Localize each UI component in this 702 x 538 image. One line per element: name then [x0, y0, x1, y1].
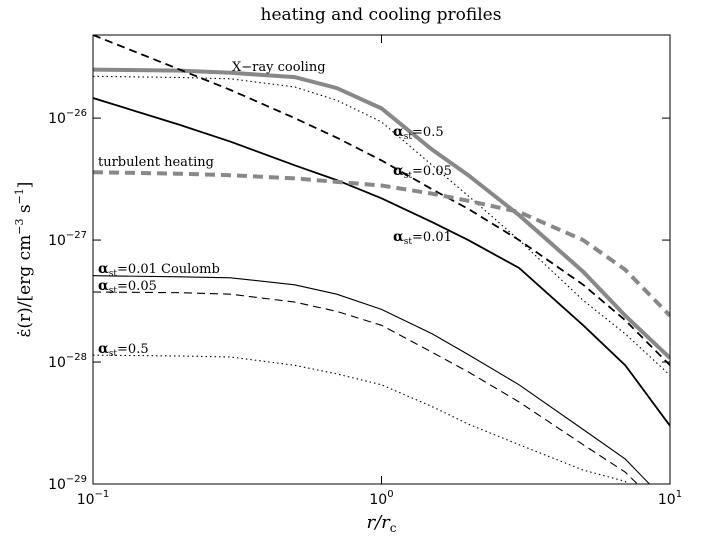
series-label: αst=0.5: [98, 341, 149, 359]
series-line: [93, 275, 651, 484]
series-label: αst=0.05: [393, 163, 452, 181]
series-label: αst=0.5: [393, 124, 444, 142]
x-tick-label: 10−1: [77, 489, 110, 508]
series-label: αst=0.05: [98, 278, 157, 296]
chart-title: heating and cooling profiles: [261, 5, 502, 25]
x-tick-label: 101: [658, 489, 682, 508]
series-line: [93, 35, 670, 366]
series-line: [93, 67, 670, 360]
series-label: turbulent heating: [98, 155, 214, 170]
plot-frame: [92, 34, 671, 485]
y-tick-label: 10−26: [48, 108, 87, 127]
series-label: X−ray cooling: [232, 60, 326, 75]
x-axis-label: r/rc: [366, 512, 396, 535]
y-tick-label: 10−27: [48, 230, 87, 249]
series-line: [93, 97, 670, 427]
plot-lines: [93, 35, 670, 484]
y-tick-label: 10−29: [48, 474, 87, 493]
y-tick-label: 10−28: [48, 352, 87, 371]
series-line: [93, 75, 670, 376]
x-tick-label: 100: [369, 489, 393, 508]
series-line: [93, 291, 639, 484]
series-line: [93, 354, 629, 484]
series-line: [93, 170, 670, 318]
series-label: αst=0.01: [393, 229, 452, 247]
y-axis-label: ε̇(r)/[erg cm−3 s−1]: [13, 182, 35, 338]
series-label: αst=0.01 Coulomb: [98, 261, 220, 279]
